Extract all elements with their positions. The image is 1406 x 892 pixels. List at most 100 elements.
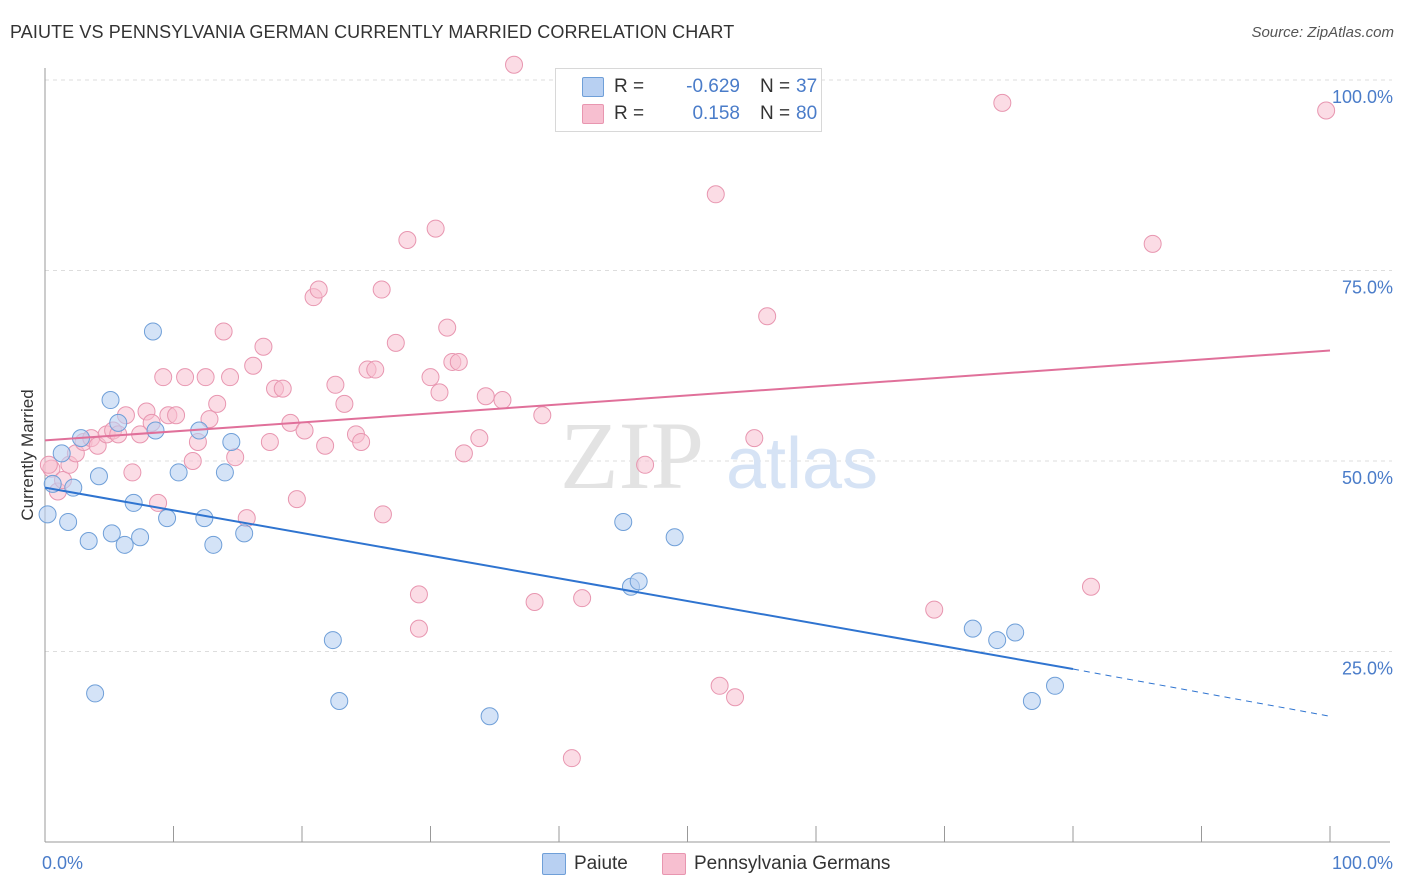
pennsylvania-germans-point[interactable] [426,219,445,238]
pennsylvania-germans-point[interactable] [493,391,512,410]
paiute-point[interactable] [101,391,120,410]
pennsylvania-germans-point[interactable] [758,307,777,326]
pennsylvania-germans-point[interactable] [706,185,725,204]
paiute-point[interactable] [1046,676,1065,695]
pennsylvania-germans-point[interactable] [244,356,263,375]
pennsylvania-germans-point[interactable] [335,394,354,413]
paiute-point[interactable] [215,463,234,482]
pennsylvania-germans-point[interactable] [438,318,457,337]
source-credit: Source: ZipAtlas.com [1251,24,1394,41]
pennsylvania-germans-point[interactable] [476,387,495,406]
pennsylvania-germans-point[interactable] [386,333,405,352]
paiute-point[interactable] [629,572,648,591]
paiute-point[interactable] [146,421,165,440]
pennsylvania-germans-point[interactable] [316,436,335,455]
pennsylvania-germans-point[interactable] [525,592,544,611]
pennsylvania-germans-point[interactable] [260,432,279,451]
pennsylvania-germans-point[interactable] [200,410,219,429]
pennsylvania-germans-point[interactable] [226,448,245,467]
paiute-point[interactable] [480,707,499,726]
pennsylvania-germans-point[interactable] [470,429,489,448]
pennsylvania-germans-point[interactable] [254,337,273,356]
paiute-point[interactable] [222,432,241,451]
paiute-point[interactable] [102,524,121,543]
pennsylvania-germans-legend-swatch [662,853,686,875]
pennsylvania-germans-point[interactable] [993,93,1012,112]
pennsylvania-germans-point[interactable] [372,280,391,299]
y-tick-label: 25.0% [1342,659,1393,679]
paiute-point[interactable] [665,528,684,547]
pennsylvania-germans-point[interactable] [373,505,392,524]
paiute-point[interactable] [109,413,128,432]
y-tick-label: 50.0% [1342,468,1393,488]
paiute-legend-swatch [542,853,566,875]
pennsylvania-germans-point[interactable] [154,368,173,387]
pennsylvania-germans-point[interactable] [398,231,417,250]
pennsylvania-germans-point[interactable] [430,383,449,402]
paiute-point[interactable] [323,631,342,650]
pennsylvania-germans-point[interactable] [454,444,473,463]
paiute-point[interactable] [52,444,71,463]
pennsylvania-germans-point[interactable] [176,368,195,387]
pennsylvania-germans-point[interactable] [636,455,655,474]
pennsylvania-germans-point[interactable] [214,322,233,341]
paiute-trend-line [44,486,1074,671]
paiute-point[interactable] [89,467,108,486]
pennsylvania-germans-point[interactable] [326,375,345,394]
paiute-point[interactable] [158,509,177,528]
paiute-point[interactable] [79,532,98,551]
legend-r-label: R = [614,103,645,124]
pennsylvania-germans-point[interactable] [505,55,524,74]
pennsylvania-germans-point[interactable] [1143,234,1162,253]
pennsylvania-germans-point[interactable] [573,589,592,608]
pennsylvania-germans-point[interactable] [287,490,306,509]
paiute-point[interactable] [330,692,349,711]
legend-label-paiute: Paiute [574,853,628,874]
paiute-point[interactable] [963,619,982,638]
paiute-point[interactable] [169,463,188,482]
pennsylvania-germans-point[interactable] [449,352,468,371]
pennsylvania-germans-point[interactable] [1081,577,1100,596]
pennsylvania-germans-point[interactable] [745,429,764,448]
paiute-point[interactable] [131,528,150,547]
pennsylvania-germans-point[interactable] [1317,101,1336,120]
pennsylvania-germans-point[interactable] [123,463,142,482]
pennsylvania-germans-points [39,55,1336,768]
pennsylvania-germans-point[interactable] [352,432,371,451]
paiute-point[interactable] [1022,692,1041,711]
pennsylvania-germans-point[interactable] [221,368,240,387]
pennsylvania-germans-point[interactable] [562,749,581,768]
paiute-point[interactable] [143,322,162,341]
paiute-point[interactable] [115,535,134,554]
paiute-point[interactable] [1006,623,1025,642]
pennsylvania-germans-point[interactable] [183,452,202,470]
pennsylvania-germans-point[interactable] [167,406,186,425]
pennsylvania-germans-point[interactable] [710,676,729,695]
grid-layer [45,79,1392,652]
x-tick-label: 0.0% [42,853,83,873]
paiute-point[interactable] [614,512,633,531]
paiute-point[interactable] [235,524,254,543]
paiute-point[interactable] [86,684,105,703]
pennsylvania-germans-point[interactable] [309,280,328,299]
pennsylvania-germans-point[interactable] [273,379,292,398]
paiute-point[interactable] [38,505,57,524]
tick-label-layer: 25.0% 50.0% 75.0% 100.0% 0.0% 100.0% [42,87,1393,873]
paiute-point[interactable] [59,512,78,531]
pennsylvania-germans-point[interactable] [925,600,944,619]
pennsylvania-germans-point[interactable] [409,619,428,638]
pennsylvania-germans-point[interactable] [533,406,552,425]
pennsylvania-germans-point[interactable] [421,368,440,387]
paiute-point[interactable] [988,631,1007,650]
pennsylvania-germans-point[interactable] [409,585,428,604]
pennsylvania-germans-point[interactable] [196,368,215,387]
pennsylvania-germans-point[interactable] [295,421,314,440]
paiute-point[interactable] [204,535,223,554]
legend-n-label: N = [760,76,791,97]
pennsylvania-germans-point[interactable] [366,360,385,379]
paiute-point[interactable] [195,509,214,528]
pennsylvania-germans-point[interactable] [726,688,745,707]
pennsylvania-germans-point[interactable] [208,394,227,413]
pennsylvania-germans-point[interactable] [39,455,58,474]
